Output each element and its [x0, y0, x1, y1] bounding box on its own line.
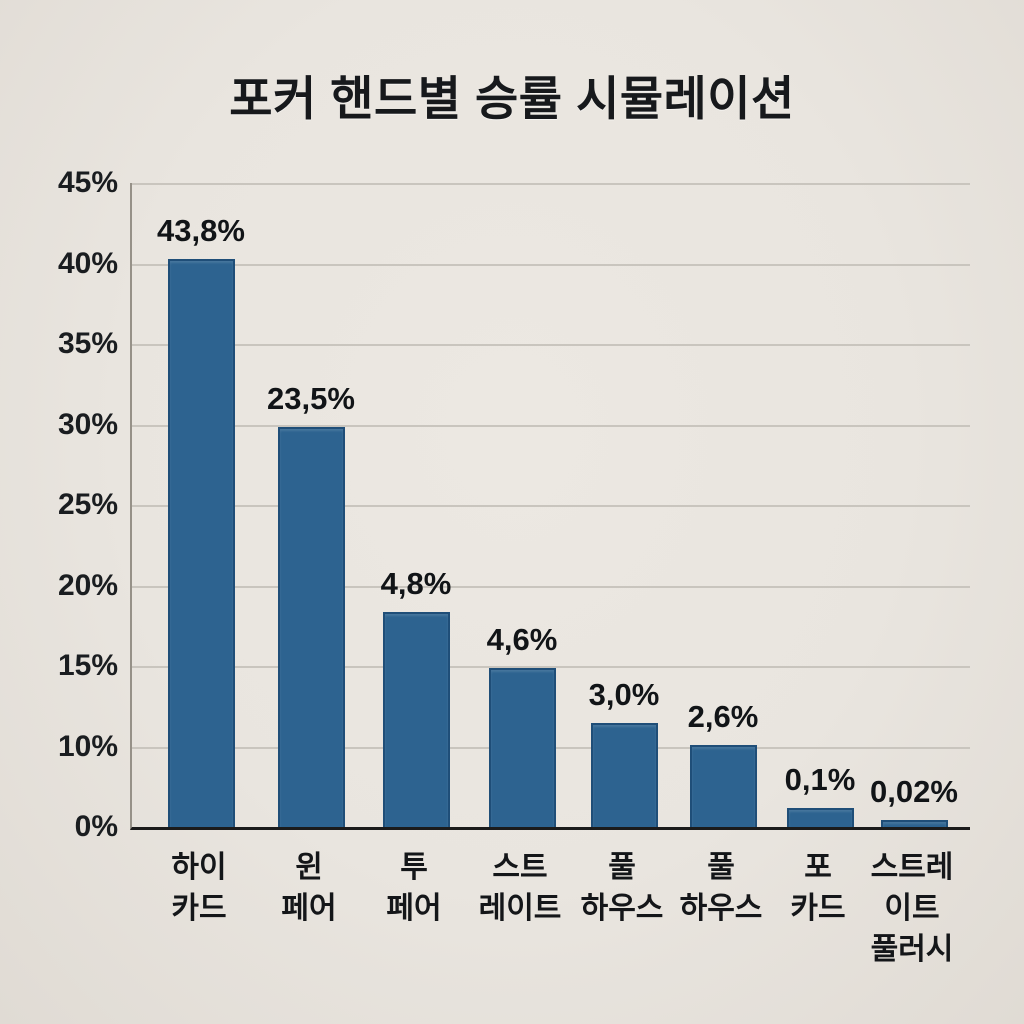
category-label-line: 투: [400, 851, 428, 884]
category-label-line: 풀: [608, 851, 636, 884]
gridline: [132, 666, 970, 668]
gridline: [132, 183, 970, 185]
category-label-line: 풀: [707, 851, 735, 884]
bar: [488, 668, 556, 827]
y-tick-label: 35%: [57, 327, 118, 360]
category-label-line: 하우스: [580, 892, 664, 925]
bar: [880, 820, 948, 827]
category-label-line: 레이트: [478, 892, 562, 925]
category-label-line: 스트: [492, 851, 548, 884]
category-label-line: 포: [804, 851, 832, 884]
y-tick-label: 15%: [57, 649, 118, 682]
y-tick-label: 25%: [57, 488, 118, 521]
y-tick-label: 30%: [57, 407, 118, 441]
category-label-line: 페어: [281, 892, 337, 925]
plot-area: 43,8% 23,5% 4,8% 4,6% 3,0% 2,6% 0,1% 0,02%: [130, 183, 970, 830]
bar-value-label: 43,8%: [157, 213, 245, 248]
y-tick-label: 40%: [57, 246, 118, 280]
gridline: [132, 505, 970, 507]
category-label-line: 풀러시: [870, 933, 954, 966]
bar-value-label: 0,02%: [870, 774, 958, 809]
y-tick-label: 0%: [74, 810, 118, 843]
bar: [167, 259, 235, 827]
y-tick-label: 20%: [57, 568, 118, 602]
bar: [689, 745, 757, 827]
bar-value-label: 2,6%: [687, 699, 759, 734]
gridline: [132, 424, 970, 427]
bar-value-label: 4,8%: [380, 566, 452, 601]
bar: [786, 808, 854, 827]
gridline: [132, 344, 970, 346]
chart-title: 포커 핸드별 승률 시뮬레이션: [229, 72, 795, 125]
bar: [382, 612, 450, 827]
bar-value-label: 4,6%: [486, 622, 558, 657]
category-label-line: 카드: [790, 892, 846, 925]
gridline: [132, 585, 970, 588]
y-tick-label: 10%: [57, 729, 118, 763]
category-label-line: 스트레: [870, 851, 954, 884]
category-label-line: 윈: [295, 851, 323, 884]
y-tick-label: 45%: [57, 166, 118, 199]
category-label-line: 하이: [171, 851, 227, 884]
gridline: [132, 263, 970, 266]
bar-value-label: 0,1%: [784, 762, 856, 797]
bar-value-label: 3,0%: [588, 677, 660, 712]
category-label-line: 카드: [171, 892, 227, 925]
category-label-line: 페어: [386, 892, 442, 925]
bar: [590, 723, 658, 827]
category-label-line: 하우스: [679, 892, 763, 925]
bar: [277, 427, 345, 827]
bar-value-label: 23,5%: [267, 381, 355, 416]
category-label-line: 이트: [884, 892, 940, 925]
